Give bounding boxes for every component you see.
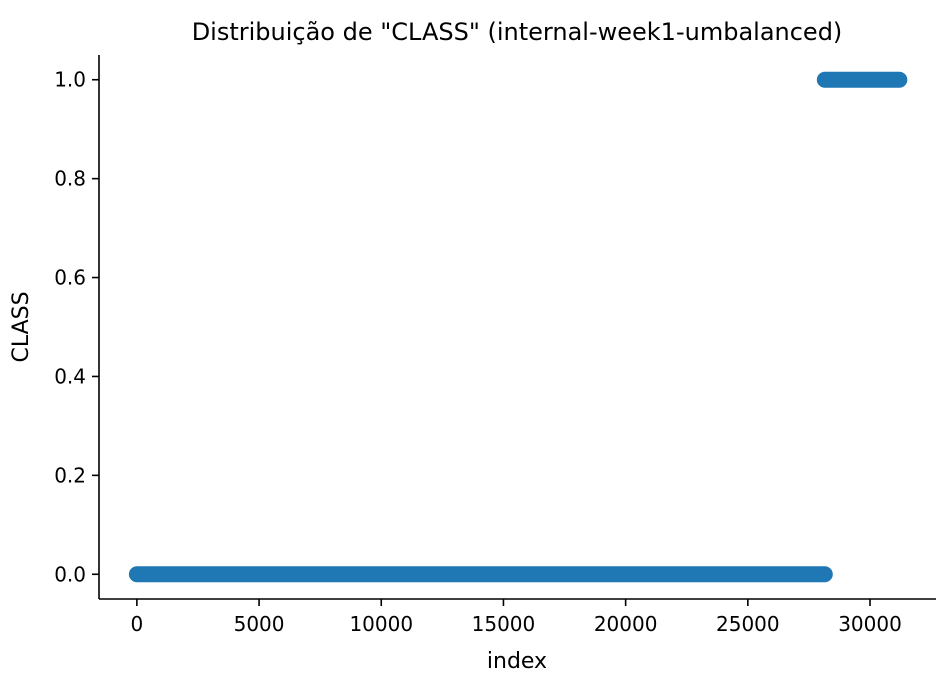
y-tick-label: 0.2 [54, 463, 86, 487]
y-tick-label: 1.0 [54, 68, 86, 92]
chart-title: Distribuição de "CLASS" (internal-week1-… [192, 18, 843, 46]
y-axis-label: CLASS [9, 291, 34, 362]
x-tick-label: 5000 [234, 612, 285, 636]
x-tick-label: 0 [131, 612, 144, 636]
y-tick-label: 0.4 [54, 364, 86, 388]
x-axis-ticks: 0 5000 10000 15000 20000 25000 30000 [131, 599, 902, 636]
x-tick-label: 20000 [594, 612, 658, 636]
x-tick-label: 10000 [349, 612, 413, 636]
data-points [128, 71, 908, 583]
y-tick-label: 0.8 [54, 167, 86, 191]
x-tick-label: 15000 [472, 612, 536, 636]
y-tick-label: 0.6 [54, 266, 86, 290]
y-axis-ticks: 0.0 0.2 0.4 0.6 0.8 1.0 [54, 68, 99, 586]
x-axis-label: index [487, 649, 547, 674]
x-tick-label: 30000 [838, 612, 902, 636]
x-tick-label: 25000 [716, 612, 780, 636]
y-tick-label: 0.0 [54, 562, 86, 586]
